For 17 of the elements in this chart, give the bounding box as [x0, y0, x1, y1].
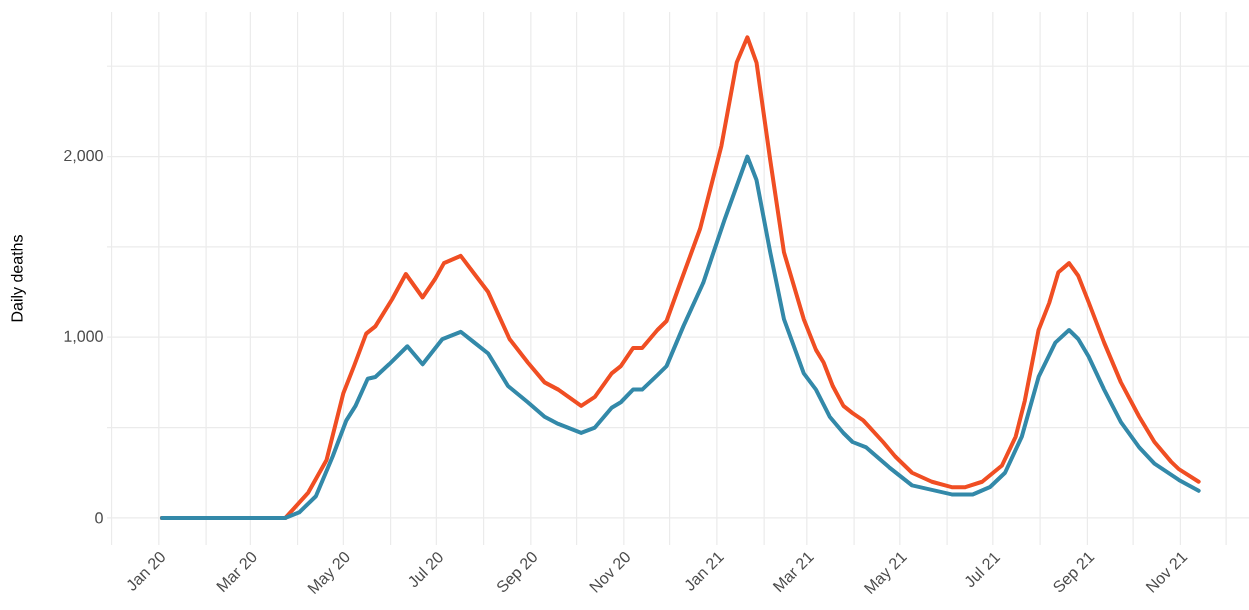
x-tick-label: Mar 21 [772, 552, 815, 593]
y-tick-label: 2,000 [64, 149, 103, 164]
x-tick-label: Sep 21 [1053, 552, 1095, 592]
y-tick-label: 0 [95, 512, 103, 524]
x-tick-label: Jan 20 [127, 552, 165, 591]
x-tick-label: Mar 20 [216, 552, 257, 593]
x-tick-label: Jul 20 [408, 552, 443, 588]
line-series [159, 154, 1201, 520]
x-tick-label: Jan 21 [685, 552, 725, 591]
x-tick-label: Nov 21 [1145, 552, 1188, 593]
y-axis-title: Daily deaths [10, 235, 26, 322]
x-tick-label: Nov 20 [589, 552, 630, 593]
x-tick-label: Jul 21 [965, 552, 1001, 588]
x-tick-label: Sep 20 [497, 552, 537, 592]
x-tick-label: May 20 [307, 552, 350, 595]
x-tick-label: May 21 [863, 552, 908, 595]
y-tick-label: 1,000 [64, 330, 103, 344]
